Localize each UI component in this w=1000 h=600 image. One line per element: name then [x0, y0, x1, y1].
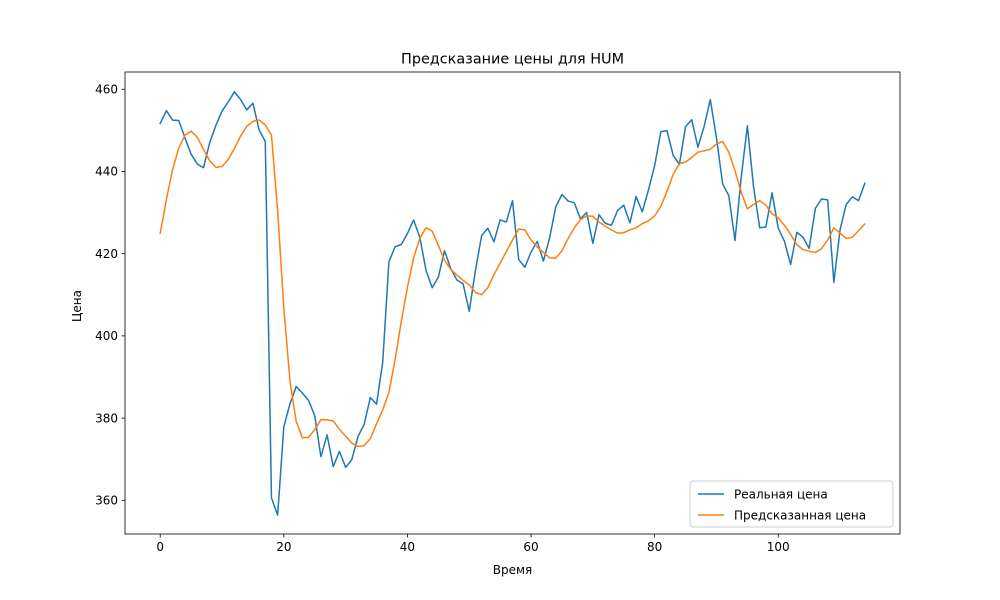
series-line-2	[159, 119, 866, 448]
x-tick-label: 100	[767, 540, 790, 554]
x-tick-label: 60	[523, 540, 538, 554]
x-tick-label: 20	[276, 540, 291, 554]
y-tick-label: 360	[95, 493, 118, 507]
axes-frame	[124, 71, 901, 535]
x-tick-label: 0	[156, 540, 164, 554]
legend-box	[689, 480, 894, 528]
y-axis-label: Цена	[70, 290, 84, 322]
legend: Реальная цена Предсказанная цена	[689, 480, 894, 528]
y-tick-label: 380	[95, 411, 118, 425]
y-tick-label: 460	[95, 82, 118, 96]
legend-label-2: Предсказанная цена	[734, 509, 866, 523]
series-line-1	[159, 90, 866, 516]
chart-title: Предсказание цены для HUM	[401, 52, 624, 68]
y-tick-label: 440	[95, 165, 118, 179]
x-tick-label: 40	[400, 540, 415, 554]
plot-area	[159, 90, 866, 516]
legend-label-1: Реальная цена	[734, 488, 828, 502]
y-tick-label: 400	[95, 329, 118, 343]
axes: 0 20 40 60 80 100 360 380 400 420 440 460	[95, 71, 901, 554]
y-tick-label: 420	[95, 247, 118, 261]
x-axis-label: Время	[493, 563, 533, 577]
x-tick-label: 80	[647, 540, 662, 554]
